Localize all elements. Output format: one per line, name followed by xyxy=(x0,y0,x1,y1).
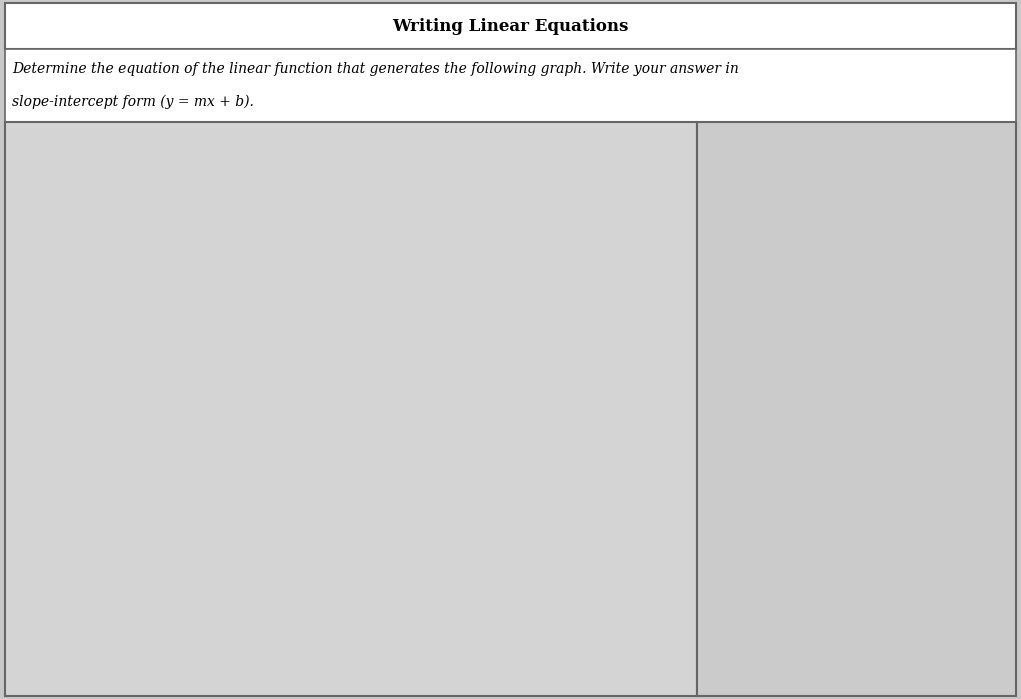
FancyBboxPatch shape xyxy=(714,412,1000,472)
FancyBboxPatch shape xyxy=(714,252,1000,312)
Text: Determine the equation of the linear function that generates the following graph: Determine the equation of the linear fun… xyxy=(12,62,739,76)
Text: Determine the Slope: Determine the Slope xyxy=(771,184,942,199)
Text: slope-intercept form (y = mx + b).: slope-intercept form (y = mx + b). xyxy=(12,94,254,109)
Text: (as an ordered pair): (as an ordered pair) xyxy=(774,378,939,394)
Text: Determine the Vertical Intercept: Determine the Vertical Intercept xyxy=(722,333,991,347)
Text: Writing Linear Equations: Writing Linear Equations xyxy=(392,17,629,35)
Text: Write the equation for the: Write the equation for the xyxy=(747,516,966,531)
Text: Linear Function: Linear Function xyxy=(792,562,921,577)
FancyBboxPatch shape xyxy=(714,596,1000,656)
